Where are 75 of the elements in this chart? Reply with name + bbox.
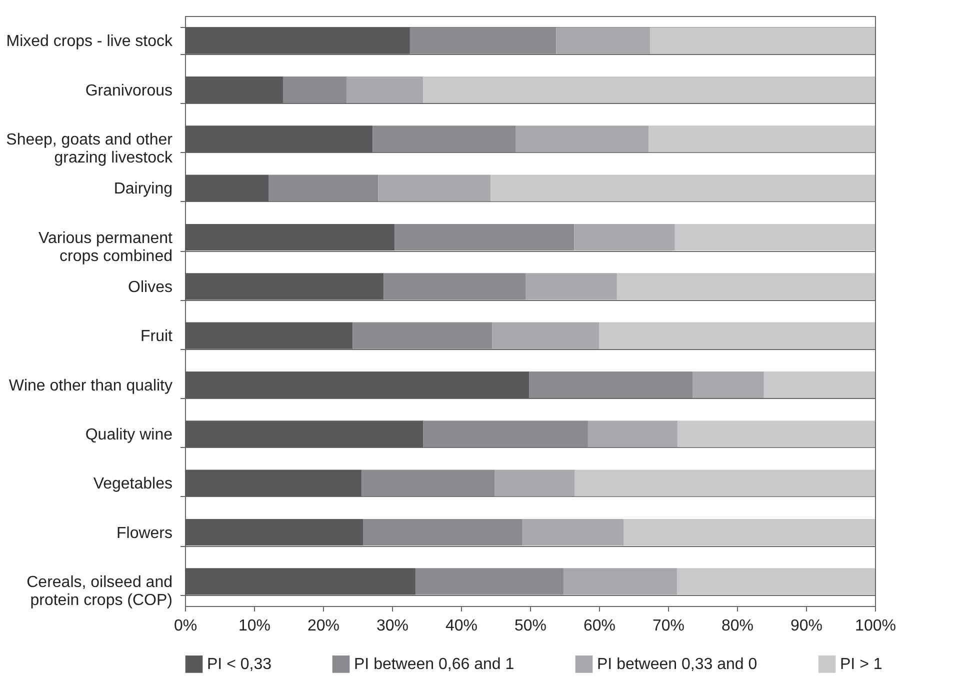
bar [588, 420, 678, 448]
bar [648, 126, 875, 152]
y-tick-label: Sheep, goats and other grazing livestock [6, 131, 174, 166]
bar [185, 371, 530, 398]
bar [490, 174, 875, 202]
bar [378, 174, 491, 202]
y-tick-label: Fruit [140, 328, 174, 346]
x-tick-label: 60% [583, 618, 616, 634]
bar [674, 224, 875, 251]
bar [676, 568, 875, 595]
bar [529, 371, 693, 398]
y-tick-label: Quality wine [85, 426, 173, 444]
bar [185, 76, 283, 104]
y-tick-label: Wine other than quality [8, 377, 172, 394]
bar [185, 470, 362, 496]
legend-label: PI between 0,66 and 1 [354, 656, 514, 674]
bar [423, 420, 588, 448]
bar [564, 568, 677, 595]
bar [574, 224, 675, 251]
bar [492, 322, 599, 349]
bar [423, 76, 875, 104]
bar [185, 518, 364, 546]
bar [185, 568, 416, 595]
y-tick-label: Flowers [116, 524, 172, 542]
bar [384, 273, 526, 300]
bar [678, 420, 875, 448]
x-tick-label: 10% [238, 618, 271, 634]
y-tick-label: Dairying [114, 180, 172, 198]
bar [185, 420, 424, 448]
bar [415, 568, 564, 595]
x-tick-label: 80% [721, 618, 754, 634]
x-tick-label: 90% [790, 618, 823, 634]
bar [494, 470, 575, 496]
y-tick-label: Mixed crops - live stock [6, 33, 174, 50]
bar [526, 273, 617, 300]
bar [185, 174, 268, 202]
bar [764, 371, 875, 398]
bar [185, 27, 410, 54]
bar [372, 126, 516, 152]
legend-label: PI < 0,33 [207, 656, 272, 674]
x-tick-label: 30% [376, 618, 409, 634]
bar [362, 470, 495, 496]
bar [410, 27, 556, 54]
bar [185, 273, 384, 300]
legend-label: PI > 1 [840, 656, 882, 674]
bar [556, 27, 650, 54]
bar [692, 371, 764, 398]
bar [574, 470, 875, 496]
bar [394, 224, 574, 251]
bar [363, 518, 522, 546]
bar [522, 518, 624, 546]
x-tick-label: 100% [855, 618, 896, 634]
bar [346, 76, 424, 104]
y-tick-label: Various permanent crops combined [38, 230, 174, 265]
bar [282, 76, 346, 104]
bar [650, 27, 875, 54]
x-tick-label: 50% [514, 618, 547, 634]
x-tick-label: 40% [445, 618, 478, 634]
bar [516, 126, 649, 152]
x-tick-label: 0% [174, 618, 198, 634]
x-tick-label: 20% [307, 618, 340, 634]
bar [616, 273, 875, 300]
bar [352, 322, 492, 349]
y-tick-label: Granivorous [85, 82, 172, 100]
bar [185, 322, 353, 349]
bar [599, 322, 875, 349]
y-tick-label: Olives [128, 278, 172, 296]
bar [185, 224, 395, 251]
legend-label: PI between 0,33 and 0 [597, 656, 758, 674]
bar [185, 126, 373, 152]
bar [624, 518, 875, 546]
x-tick-label: 70% [652, 618, 685, 634]
y-tick-label: Cereals, oilseed and protein crops (COP) [26, 574, 172, 609]
bar [268, 174, 378, 202]
y-tick-label: Vegetables [93, 476, 172, 493]
